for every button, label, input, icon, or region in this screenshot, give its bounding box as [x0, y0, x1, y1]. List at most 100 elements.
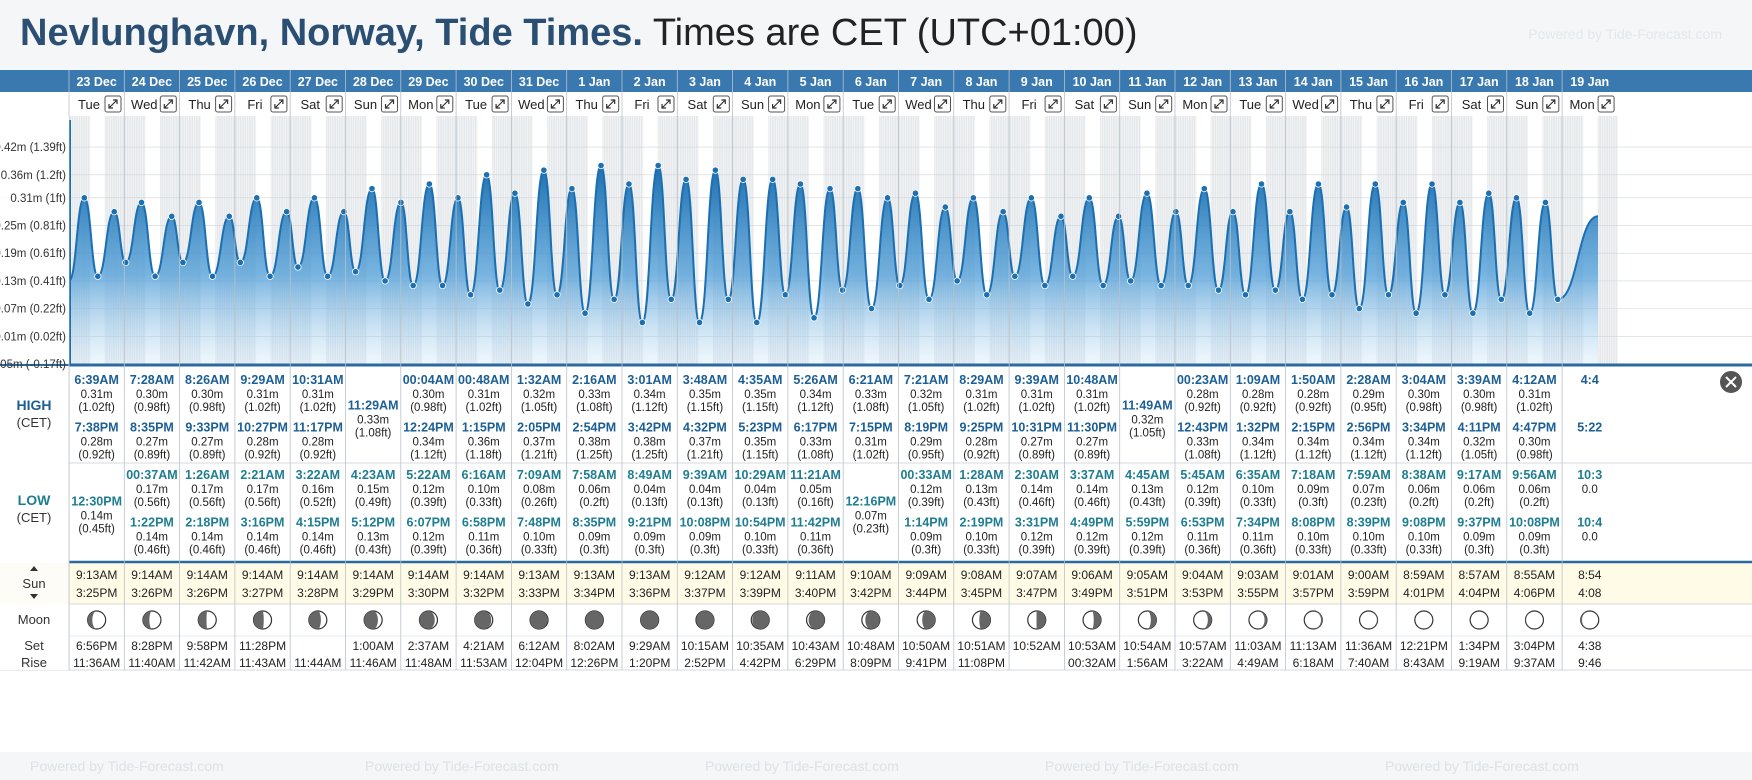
low-tide-time: 3:37AM: [1070, 468, 1114, 482]
date-label: 12 Jan: [1183, 75, 1222, 89]
page-title: Nevlunghavn, Norway, Tide Times. Times a…: [20, 12, 1137, 55]
sunrise-time: 9:13AM: [629, 568, 670, 582]
low-tide-height-m: 0.10m: [523, 532, 555, 544]
table-cells: 23 DecTue6:39AM0.31m(1.02ft)7:38PM0.28m(…: [0, 70, 1752, 671]
low-tide-time: 12:16PM: [845, 495, 896, 509]
date-label: 17 Jan: [1460, 75, 1499, 89]
moon-shadow: [696, 611, 714, 629]
tide-extreme-point: [1143, 189, 1151, 197]
moonrise-time: 11:43AM: [239, 656, 286, 670]
expand-icon: [329, 99, 339, 109]
high-tide-height-ft: (1.02ft): [78, 402, 115, 414]
high-tide-height-ft: (1.12ft): [1350, 450, 1387, 462]
date-label: 25 Dec: [187, 75, 227, 89]
sunset-time: 3:47PM: [1016, 586, 1057, 600]
low-tide-height-ft: (0.3ft): [579, 545, 609, 557]
low-tide-height-m: 0.08m: [523, 484, 555, 496]
sunrise-time: 9:13AM: [574, 568, 615, 582]
moonrise-time: 11:42AM: [184, 656, 231, 670]
low-tide-time: 3:16PM: [241, 516, 285, 530]
high-tide-height-ft: (0.98ft): [134, 402, 171, 414]
moonset-time: 10:57AM: [1179, 639, 1227, 653]
low-tide-height-m: 0.09m: [578, 532, 610, 544]
high-tide-time: 7:15PM: [849, 421, 893, 435]
high-tide-height-ft: (0.95ft): [1350, 402, 1387, 414]
tide-table: 23 DecTue6:39AM0.31m(1.02ft)7:38PM0.28m(…: [0, 70, 1752, 671]
moonset-time: 10:48AM: [847, 639, 895, 653]
tide-extreme-point: [1229, 208, 1237, 216]
low-tide-time: 8:08PM: [1291, 516, 1335, 530]
high-tide-time: 4:11PM: [1458, 421, 1501, 435]
date-label: 15 Jan: [1349, 75, 1388, 89]
expand-icon: [384, 99, 395, 109]
low-tide-height-m: 0.07m: [1353, 484, 1385, 496]
tide-extreme-point: [638, 318, 646, 327]
low-tide-height-ft: (0.33ft): [1406, 545, 1443, 557]
low-tide-time: 10:08PM: [680, 516, 731, 530]
high-tide-height-m: 0.28m: [81, 437, 113, 449]
moon-shadow: [87, 611, 97, 629]
high-tide-height-m: 0.36m: [468, 437, 500, 449]
high-tide-time: 11:17PM: [293, 421, 343, 435]
high-tide-height-ft: (0.89ft): [1074, 450, 1111, 462]
moon-shadow: [752, 611, 770, 629]
low-tide-height-ft: (0.46ft): [1074, 497, 1111, 509]
moonset-time: 10:50AM: [902, 639, 950, 653]
high-tide-height-m: 0.27m: [191, 437, 223, 449]
high-tide-height-m: 0.34m: [1353, 437, 1385, 449]
high-tide-height-ft: (0.98ft): [1516, 450, 1553, 462]
high-tide-height-m: 0.38m: [578, 437, 610, 449]
moonrise-time: 00:32AM: [1068, 656, 1116, 670]
high-tide-time: 9:29AM: [240, 373, 284, 387]
y-axis-tick-label: 0.25m (0.81ft): [0, 221, 66, 233]
low-tide-height-ft: (0.36ft): [797, 545, 834, 557]
weekday-label: Sun: [1515, 97, 1538, 112]
y-axis-tick-label: 0.31m (1ft): [10, 193, 66, 205]
sun-row-bg: [0, 563, 1752, 604]
moonrise-time: 1:56AM: [1127, 656, 1168, 670]
sunset-time: 4:01PM: [1403, 586, 1444, 600]
moonrise-time: 11:53AM: [460, 656, 507, 670]
high-tide-height-m: 0.30m: [412, 389, 444, 401]
high-tide-time: 1:32AM: [517, 373, 561, 387]
date-label: 27 Dec: [298, 75, 338, 89]
moon-shadow: [419, 611, 435, 629]
expand-icon: [219, 99, 229, 109]
high-tide-height-ft: (1.02ft): [1019, 402, 1056, 414]
tide-extreme-point: [553, 291, 561, 299]
moon-shadow: [1580, 611, 1590, 629]
tide-extreme-point: [695, 318, 704, 327]
weekday-label: Wed: [1292, 97, 1319, 112]
low-tide-time: 10:29AM: [735, 468, 786, 482]
tide-extreme-point: [324, 272, 332, 280]
high-tide-time: 6:39AM: [74, 373, 118, 387]
high-tide-height-ft: (1.08ft): [355, 428, 392, 440]
high-tide-time: 1:32PM: [1236, 421, 1280, 435]
tide-extreme-point: [524, 300, 532, 308]
high-tide-height-m: 0.32m: [910, 389, 942, 401]
sunrise-time: 9:12AM: [684, 568, 725, 582]
date-label: 3 Jan: [689, 75, 721, 89]
low-tide-height-m: 0.12m: [412, 484, 444, 496]
tide-extreme-point: [1314, 180, 1323, 188]
low-tide-time: 7:58AM: [572, 468, 616, 482]
tide-extreme-point: [1384, 291, 1393, 299]
low-tide-height-ft: (0.43ft): [1129, 497, 1166, 509]
low-tide-height-ft: (0.3ft): [635, 545, 665, 557]
low-tide-height-ft: (0.2ft): [579, 497, 609, 509]
high-tide-height-ft: (1.08ft): [797, 450, 834, 462]
low-tide-height-m: 0.11m: [1187, 532, 1218, 544]
high-tide-time: 2:54PM: [572, 421, 616, 435]
high-tide-time: 9:25PM: [960, 421, 1004, 435]
low-tide-height-m: 0.13m: [965, 484, 997, 496]
high-tide-height-ft: (1.08ft): [576, 402, 613, 414]
sunrise-time: 9:00AM: [1348, 568, 1389, 582]
low-tide-height-m: 0.14m: [247, 532, 279, 544]
expand-icon: [1490, 99, 1501, 109]
low-tide-height-ft: (0.46ft): [1019, 497, 1056, 509]
high-tide-time: 4:47PM: [1513, 421, 1557, 435]
high-tide-height-ft: (1.02ft): [244, 402, 281, 414]
high-row-tz: (CET): [17, 415, 52, 430]
high-tide-height-ft: (1.12ft): [410, 450, 447, 462]
moonrise-time: 12:04PM: [515, 656, 563, 670]
